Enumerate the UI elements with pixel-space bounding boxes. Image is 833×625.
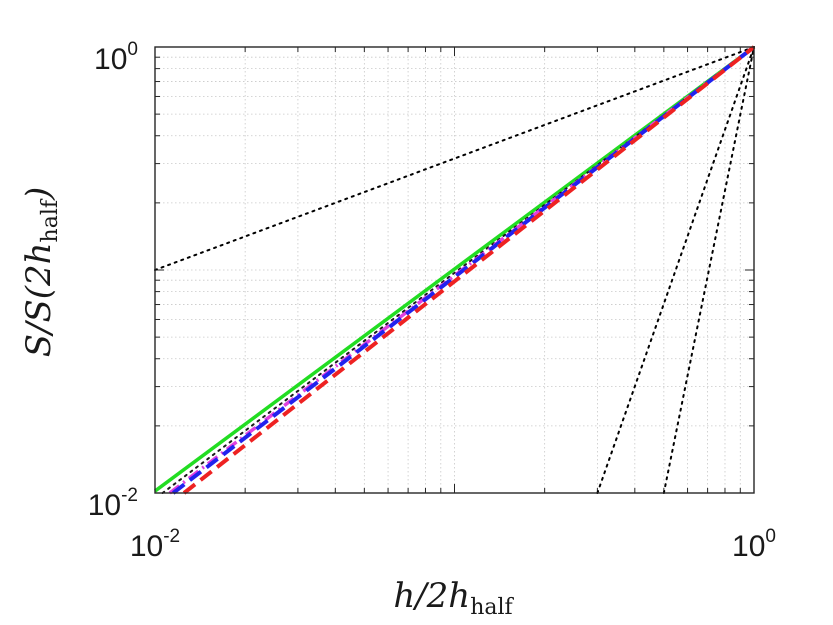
series-line-0 bbox=[154, 46, 755, 271]
y-tick-label-1: 100 bbox=[94, 39, 138, 76]
series-line-7 bbox=[182, 45, 756, 495]
x-axis-label: h/2hhalf bbox=[393, 576, 514, 620]
x-tick-label-0: 10-2 bbox=[130, 526, 180, 563]
svg-text:100: 100 bbox=[732, 526, 776, 563]
x-tick-label-1: 100 bbox=[732, 526, 776, 563]
series-line-1 bbox=[596, 46, 755, 494]
svg-text:10-2: 10-2 bbox=[130, 526, 180, 563]
y-axis-label: S/S(2hhalf) bbox=[19, 187, 63, 358]
series-line-2 bbox=[662, 46, 755, 494]
y-tick-label-0: 10-2 bbox=[88, 485, 138, 522]
plot-frame bbox=[154, 46, 755, 494]
series-layer bbox=[153, 45, 756, 495]
svg-text:10-2: 10-2 bbox=[88, 485, 138, 522]
svg-text:100: 100 bbox=[94, 39, 138, 76]
